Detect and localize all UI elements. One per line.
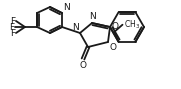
Text: N: N: [72, 23, 79, 32]
Text: O: O: [111, 22, 118, 31]
Text: O: O: [79, 61, 87, 70]
Text: F: F: [10, 28, 16, 37]
Text: F: F: [10, 16, 16, 26]
Text: N: N: [63, 3, 70, 12]
Text: F: F: [9, 23, 14, 32]
Text: CH$_3$: CH$_3$: [123, 19, 140, 31]
Text: O: O: [109, 43, 116, 52]
Text: N: N: [89, 12, 95, 21]
